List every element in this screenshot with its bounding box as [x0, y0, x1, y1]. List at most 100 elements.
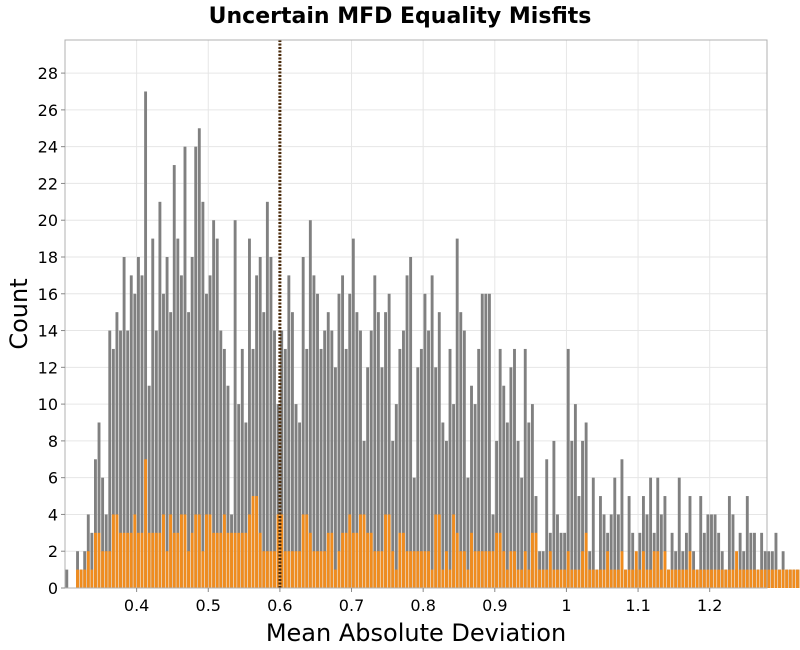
bar-highlight	[219, 532, 223, 588]
bar-highlight	[556, 569, 559, 588]
bar-highlight	[631, 569, 635, 588]
bar-all	[717, 532, 721, 588]
bar-highlight	[355, 532, 359, 588]
bar-all	[423, 293, 427, 588]
bar-all	[215, 238, 219, 588]
bar-highlight	[115, 514, 119, 588]
bar-highlight	[312, 551, 316, 588]
bar-all	[219, 330, 223, 588]
bar-all	[369, 330, 373, 588]
bar-highlight	[423, 551, 427, 588]
bar-all	[459, 312, 463, 588]
bar-all	[731, 514, 735, 588]
bar-all	[513, 348, 516, 588]
bar-all	[387, 293, 391, 588]
bar-all	[90, 532, 94, 588]
bar-all	[151, 238, 155, 588]
bar-highlight	[702, 569, 706, 588]
bar-highlight	[133, 514, 137, 588]
bar-highlight	[670, 569, 674, 588]
bar-all	[409, 256, 413, 588]
bar-highlight	[83, 569, 87, 588]
bar-all	[205, 293, 208, 588]
bar-highlight	[577, 569, 581, 588]
bar-highlight	[717, 569, 721, 588]
bar-highlight	[337, 551, 341, 588]
bar-highlight	[305, 514, 309, 588]
bar-highlight	[513, 551, 516, 588]
bar-highlight	[570, 569, 574, 588]
bar-all	[226, 385, 230, 588]
bar-highlight	[86, 551, 90, 588]
bar-highlight	[412, 551, 416, 588]
bar-all	[760, 532, 764, 588]
bar-all	[280, 330, 284, 588]
bar-all	[405, 275, 409, 588]
bar-highlight	[566, 551, 570, 588]
bar-all	[265, 201, 269, 588]
bar-highlight	[108, 551, 112, 588]
plot-frame	[64, 39, 768, 589]
bar-all	[133, 293, 137, 588]
bar-highlight	[459, 551, 463, 588]
x-tick-label: 1.1	[625, 596, 650, 615]
bar-highlight	[652, 551, 656, 588]
bar-highlight	[394, 569, 398, 588]
bar-all	[584, 422, 588, 588]
bar-all	[333, 367, 337, 588]
bar-all	[556, 514, 559, 588]
bar-highlight	[437, 514, 441, 588]
y-tick-label: 10	[38, 395, 58, 414]
bar-highlight	[369, 532, 373, 588]
bar-all	[373, 275, 377, 588]
bar-all	[699, 496, 703, 588]
bar-highlight	[136, 532, 140, 588]
bar-all	[212, 220, 216, 588]
bar-highlight	[638, 569, 642, 588]
bar-highlight	[659, 569, 663, 588]
bar-highlight	[387, 514, 391, 588]
y-tick-label: 6	[48, 469, 58, 488]
bar-highlight	[176, 532, 180, 588]
bar-all	[351, 238, 355, 588]
bar-all	[430, 275, 434, 588]
bar-highlight	[663, 551, 667, 588]
bar-all	[262, 312, 266, 588]
bar-highlight	[265, 551, 269, 588]
bar-highlight	[667, 569, 670, 588]
bar-all	[505, 422, 509, 588]
bar-all	[527, 422, 531, 588]
bar-highlight	[770, 569, 774, 588]
bar-highlight	[792, 569, 796, 588]
bar-highlight	[760, 569, 764, 588]
bar-all	[330, 330, 334, 588]
bar-highlight	[677, 569, 681, 588]
bar-highlight	[692, 569, 696, 588]
bar-all	[366, 367, 370, 588]
bar-all	[581, 440, 584, 588]
bar-all	[126, 330, 130, 588]
bar-highlight	[154, 532, 158, 588]
bar-all	[190, 256, 194, 588]
bar-all	[599, 496, 602, 588]
bar-all	[495, 440, 499, 588]
bar-highlight	[710, 569, 713, 588]
bar-highlight	[595, 569, 599, 588]
bar-highlight	[763, 569, 767, 588]
bar-all	[738, 532, 742, 588]
bar-all	[187, 312, 191, 588]
bar-all	[462, 330, 466, 588]
bar-highlight	[419, 551, 423, 588]
bar-all	[183, 146, 187, 588]
bar-highlight	[101, 551, 105, 588]
bar-all	[119, 330, 122, 588]
bar-all	[627, 496, 631, 588]
bar-all	[115, 312, 119, 588]
bar-all	[702, 532, 706, 588]
bar-highlight	[735, 551, 738, 588]
bar-highlight	[477, 551, 481, 588]
bar-all	[101, 477, 105, 588]
bar-highlight	[359, 514, 362, 588]
bar-all	[237, 404, 241, 588]
bar-highlight	[541, 569, 545, 588]
